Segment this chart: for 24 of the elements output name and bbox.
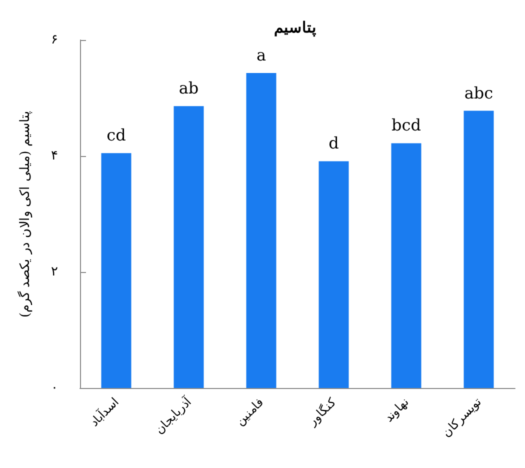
data-label: ab bbox=[178, 78, 199, 98]
chart-title: پتاسیم bbox=[274, 18, 316, 38]
y-tick-label: ۴ bbox=[51, 148, 58, 164]
x-tick-label: اسدآباد bbox=[86, 394, 122, 429]
data-label: d bbox=[328, 134, 339, 153]
y-tick-label: ۶ bbox=[51, 32, 58, 48]
data-label: a bbox=[256, 46, 266, 65]
bar bbox=[318, 161, 349, 388]
x-tick-label: نهاوند bbox=[382, 395, 412, 425]
x-tick-label: کنگاور bbox=[304, 395, 339, 429]
y-tick-label: ۰ bbox=[51, 380, 58, 396]
bar bbox=[174, 106, 204, 388]
data-label: bcd bbox=[392, 116, 421, 135]
bar bbox=[464, 110, 494, 388]
data-label: cd bbox=[106, 126, 126, 145]
bar bbox=[246, 73, 276, 388]
bar bbox=[101, 153, 132, 388]
x-tick-label: آذربایجان bbox=[151, 394, 194, 437]
x-tick-label: فامنین bbox=[232, 395, 266, 428]
y-tick-label: ۲ bbox=[51, 264, 58, 280]
data-label: abc bbox=[464, 83, 494, 102]
y-axis-title: پتاسیم (میلی اکی والان در یکصد گرم) bbox=[17, 110, 33, 318]
x-tick-label: تویسرکان bbox=[439, 395, 484, 440]
bar bbox=[391, 143, 422, 388]
